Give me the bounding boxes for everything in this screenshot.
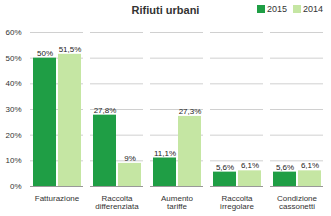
- svg-text:10%: 10%: [5, 156, 21, 165]
- svg-text:Aumentotariffe: Aumentotariffe: [161, 194, 194, 211]
- svg-text:Raccoltairregolare: Raccoltairregolare: [220, 194, 254, 211]
- svg-text:20%: 20%: [5, 131, 21, 140]
- html-text:Rifiuti urbani: Rifiuti urbani: [131, 4, 200, 16]
- svg-text:60%: 60%: [5, 28, 21, 37]
- svg-text:5,6%: 5,6%: [216, 163, 234, 172]
- svg-text:Fatturazione: Fatturazione: [35, 194, 80, 203]
- svg-text:5,6%: 5,6%: [276, 163, 294, 172]
- svg-text:6,1%: 6,1%: [301, 161, 319, 170]
- svg-text:50%: 50%: [5, 54, 21, 63]
- svg-text:50%: 50%: [37, 49, 53, 58]
- svg-text:30%: 30%: [5, 105, 21, 114]
- svg-text:27,8%: 27,8%: [94, 106, 117, 115]
- svg-text:Raccoltadifferenziata: Raccoltadifferenziata: [95, 194, 139, 211]
- svg-text:0%: 0%: [10, 182, 22, 191]
- html-text:2015: 2015: [266, 4, 287, 14]
- svg-text:40%: 40%: [5, 79, 21, 88]
- svg-text:51,5%: 51,5%: [59, 45, 82, 54]
- html-text:2014: 2014: [303, 4, 323, 14]
- svg-text:11,1%: 11,1%: [154, 149, 176, 158]
- svg-text:27,3%: 27,3%: [179, 107, 202, 116]
- svg-text:6,1%: 6,1%: [241, 161, 259, 170]
- svg-text:9%: 9%: [124, 154, 136, 163]
- svg-text:Condizionecassonetti: Condizionecassonetti: [277, 194, 318, 211]
